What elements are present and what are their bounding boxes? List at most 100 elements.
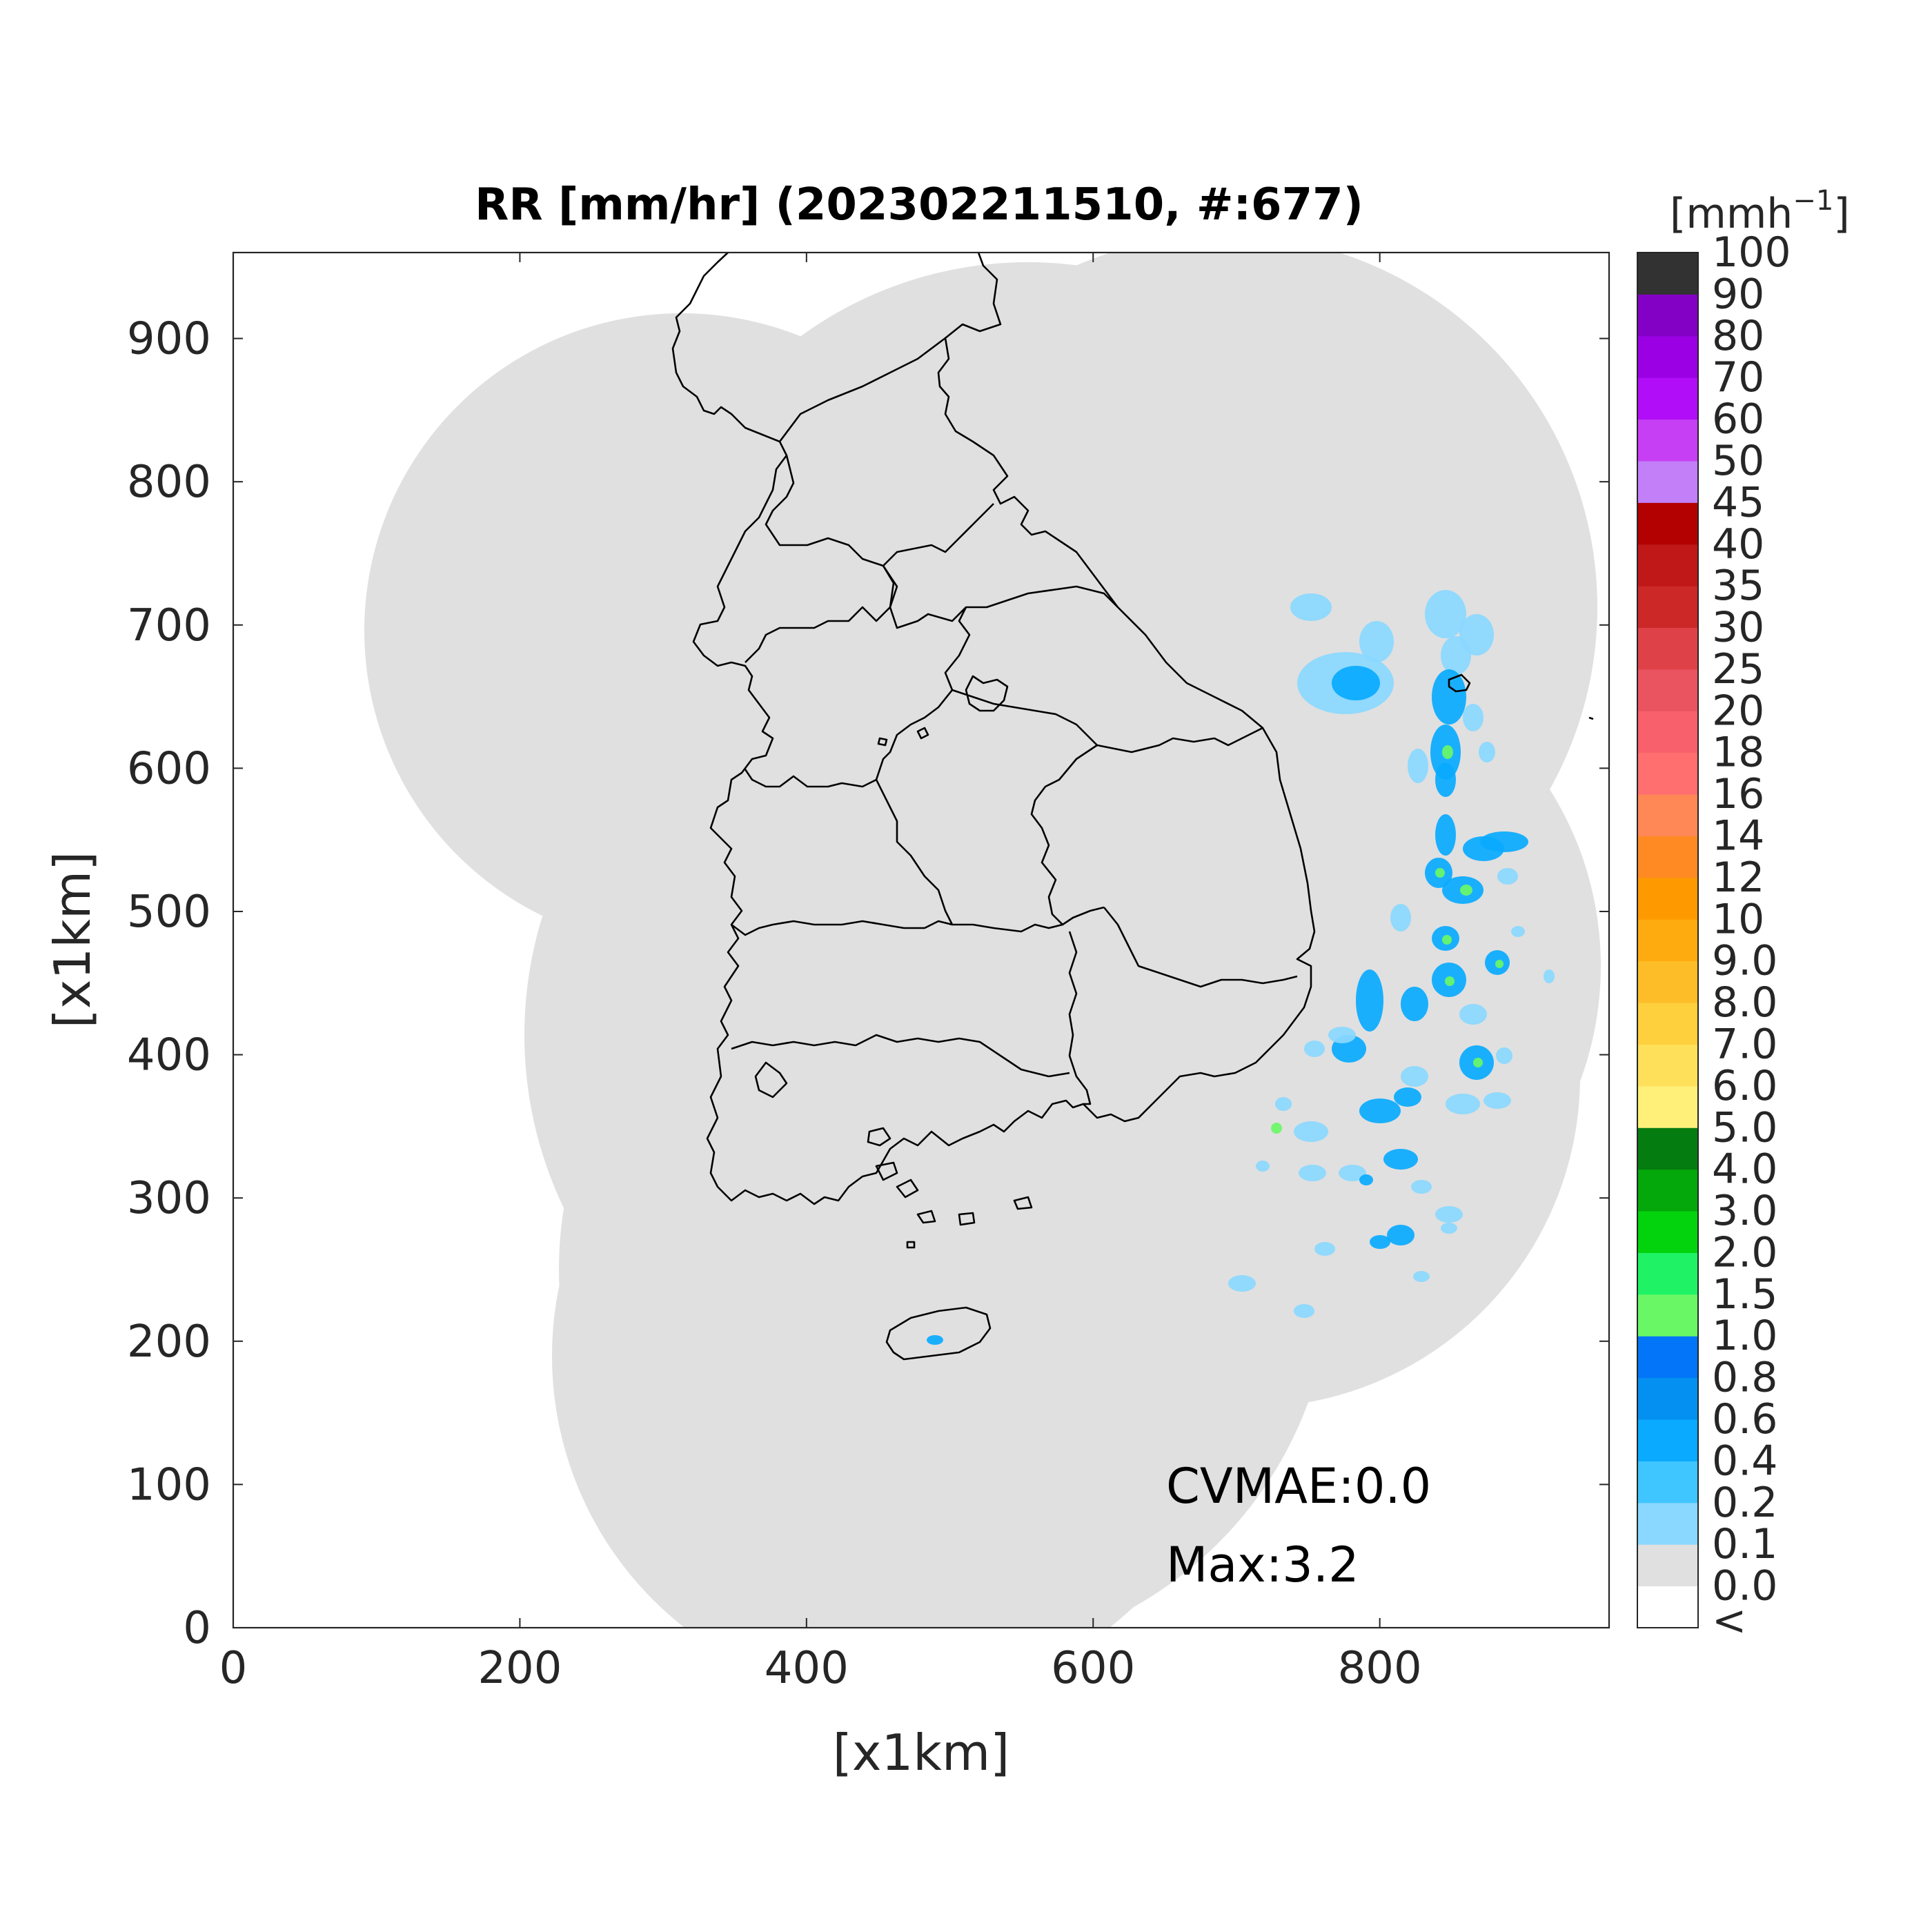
y-tick-label: 900 — [127, 314, 211, 365]
colorbar-tick-label: 6.0 — [1712, 1062, 1777, 1110]
colorbar-unit-exponent: −1 — [1793, 185, 1833, 217]
boundary-gangwon-south — [952, 689, 1263, 753]
rain-echo — [1483, 1092, 1511, 1109]
colorbar-tick-label: 1.5 — [1712, 1270, 1777, 1319]
rain-echo — [1473, 1058, 1483, 1067]
rain-echo — [1383, 1149, 1418, 1170]
rain-echo — [1411, 1180, 1432, 1194]
rain-echo — [1435, 762, 1456, 797]
colorbar: <0.00.10.20.40.60.81.01.52.03.04.05.06.0… — [1637, 228, 1791, 1645]
colorbar-bin — [1637, 1003, 1698, 1045]
rain-echo — [1511, 926, 1525, 937]
colorbar-unit-base: [mmh — [1670, 190, 1793, 238]
colorbar-bin — [1637, 877, 1698, 920]
rain-echo — [1435, 868, 1445, 878]
rain-echo — [1442, 745, 1453, 759]
colorbar-tick-label: 2.0 — [1712, 1228, 1777, 1276]
colorbar-tick-label: 0.0 — [1712, 1562, 1777, 1610]
y-tick-label: 300 — [127, 1173, 211, 1224]
rain-echo — [1290, 593, 1332, 621]
x-tick-label: 0 — [219, 1643, 248, 1694]
rain-echo — [1387, 1225, 1414, 1245]
colorbar-bin — [1637, 1461, 1698, 1504]
x-axis-ticks: 0 200 400 600 800 — [219, 253, 1422, 1694]
y-axis-ticks: 0 100 200 300 400 500 600 700 800 900 — [127, 314, 1609, 1654]
boundary-chungnam — [875, 779, 1063, 933]
colorbar-tick-label: 60 — [1712, 395, 1764, 444]
colorbar-tick-label: 45 — [1712, 478, 1764, 526]
island-west-2 — [916, 727, 929, 740]
colorbar-tick-label: 30 — [1712, 604, 1764, 652]
rain-echo — [1275, 1097, 1292, 1111]
colorbar-bin — [1637, 1127, 1698, 1170]
x-tick-label: 800 — [1338, 1643, 1422, 1694]
colorbar-tick-label: 40 — [1712, 520, 1764, 569]
colorbar-bin — [1637, 752, 1698, 795]
colorbar-bin — [1637, 794, 1698, 837]
max-annotation: Max:3.2 — [1166, 1537, 1359, 1593]
colorbar-tick-label: 12 — [1712, 854, 1764, 902]
rain-echo — [1442, 935, 1452, 945]
plot-border — [232, 251, 1610, 1629]
rain-echo — [1356, 969, 1383, 1032]
colorbar-tick-label: 18 — [1712, 729, 1764, 777]
y-axis-label: [x1km] — [43, 851, 101, 1028]
colorbar-bin — [1637, 919, 1698, 962]
colorbar-tick-label: 10 — [1712, 895, 1764, 943]
rain-echo — [1425, 590, 1466, 638]
boundary-chungbuk — [1030, 744, 1105, 926]
colorbar-bin — [1637, 502, 1698, 545]
colorbar-tick-label: 0.4 — [1712, 1437, 1777, 1485]
colorbar-bin — [1637, 460, 1698, 503]
rain-echo — [1460, 885, 1472, 896]
rain-echo — [1359, 621, 1394, 662]
colorbar-tick-label: < — [1712, 1597, 1746, 1645]
island-sw-1 — [867, 1127, 891, 1147]
jeju-island — [885, 1306, 992, 1361]
rain-echo — [1459, 614, 1494, 656]
colorbar-bin — [1637, 1502, 1698, 1545]
colorbar-tick-label: 20 — [1712, 687, 1764, 735]
island-s-4 — [906, 1241, 916, 1249]
boundary-gangwon — [882, 565, 1118, 629]
colorbar-bin — [1637, 669, 1698, 711]
island-s-1 — [916, 1210, 936, 1224]
colorbar-bin — [1637, 253, 1698, 295]
rain-echo — [1435, 1206, 1463, 1223]
rain-echo — [1256, 1161, 1270, 1172]
rain-echo — [1304, 1041, 1325, 1057]
colorbar-tick-label: 9.0 — [1712, 937, 1777, 985]
colorbar-tick-label: 35 — [1712, 562, 1764, 610]
rain-echo — [1480, 831, 1528, 852]
rain-echo — [927, 1335, 943, 1345]
colorbar-tick-label: 8.0 — [1712, 978, 1777, 1027]
colorbar-tick-label: 4.0 — [1712, 1145, 1777, 1194]
rain-echo — [1294, 1304, 1314, 1318]
colorbar-bin — [1637, 586, 1698, 629]
colorbar-bin — [1637, 419, 1698, 462]
colorbar-tick-label: 0.2 — [1712, 1479, 1777, 1527]
colorbar-bin — [1637, 1252, 1698, 1295]
colorbar-bin — [1637, 1544, 1698, 1587]
cvmae-annotation: CVMAE:0.0 — [1166, 1458, 1431, 1515]
colorbar-bin — [1637, 294, 1698, 337]
island-far-east — [1588, 716, 1594, 720]
colorbar-tick-label: 0.1 — [1712, 1520, 1777, 1568]
colorbar-bin — [1637, 711, 1698, 753]
rain-echo — [1271, 1123, 1282, 1134]
colorbar-tick-label: 90 — [1712, 270, 1764, 318]
boundary-jeonnam — [731, 1034, 1070, 1078]
peninsula-coastline — [671, 253, 1316, 1205]
y-tick-label: 700 — [127, 600, 211, 651]
boundary-jeonbuk-north — [731, 920, 953, 936]
rain-echo — [1479, 742, 1495, 762]
x-axis-label: [x1km] — [833, 1724, 1009, 1782]
rain-echo — [1394, 1087, 1421, 1107]
y-tick-label: 200 — [127, 1317, 211, 1368]
boundary-north-2 — [765, 455, 994, 567]
rain-echo — [1445, 976, 1455, 986]
colorbar-border — [1637, 252, 1699, 1628]
x-tick-label: 600 — [1051, 1643, 1135, 1694]
rain-echo — [1432, 669, 1466, 724]
radar-circle-south-central — [559, 883, 1332, 1628]
